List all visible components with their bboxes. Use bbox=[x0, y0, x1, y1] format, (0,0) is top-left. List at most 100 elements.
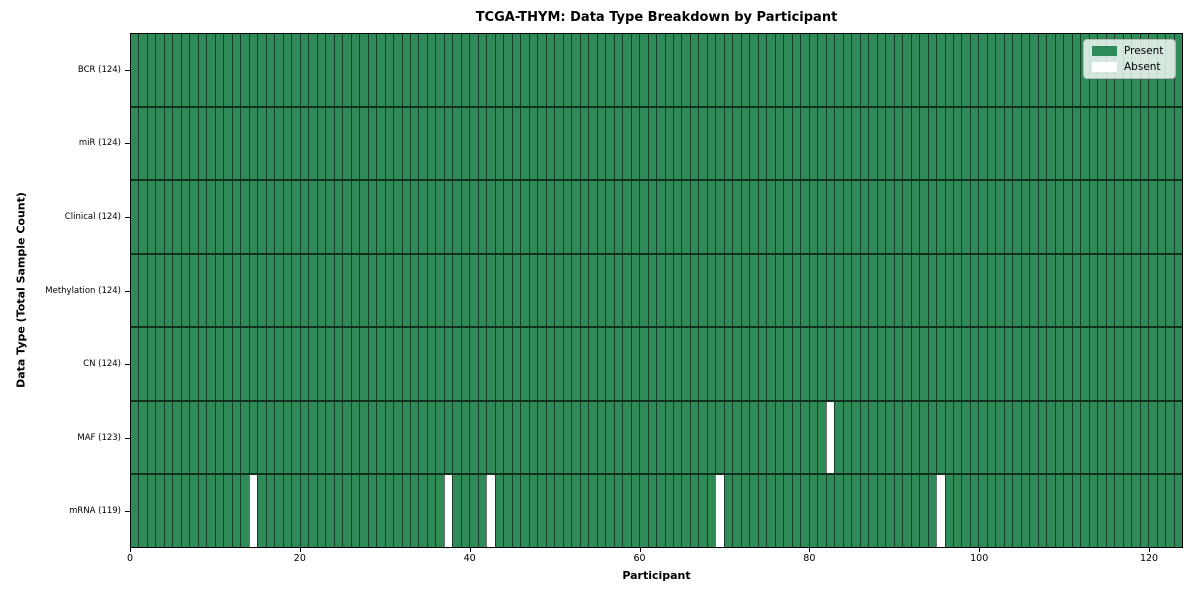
heatmap-cell-present bbox=[333, 107, 343, 180]
heatmap-cell-present bbox=[1173, 401, 1183, 474]
heatmap-cell-present bbox=[859, 475, 869, 548]
heatmap-cell-present bbox=[163, 34, 173, 106]
heatmap-cell-present bbox=[969, 107, 979, 180]
heatmap-cell-present bbox=[189, 181, 198, 253]
heatmap-cell-present bbox=[681, 401, 690, 474]
heatmap-cell-present bbox=[681, 107, 690, 180]
heatmap-cell-present bbox=[1003, 181, 1013, 253]
heatmap-cell-present bbox=[333, 34, 343, 106]
heatmap-cell-present bbox=[520, 475, 529, 548]
heatmap-cell-present bbox=[172, 328, 181, 400]
heatmap-cell-present bbox=[163, 107, 173, 180]
legend-swatch-present bbox=[1092, 46, 1117, 57]
heatmap-cell-present bbox=[571, 254, 580, 327]
heatmap-cell-present bbox=[1139, 181, 1149, 253]
heatmap-cell-present bbox=[808, 181, 818, 253]
heatmap-cell-present bbox=[1012, 254, 1021, 327]
heatmap-cell-present bbox=[206, 475, 215, 548]
heatmap-cell-present bbox=[223, 107, 232, 180]
heatmap-cell-present bbox=[248, 181, 258, 253]
heatmap-cell-present bbox=[376, 181, 385, 253]
heatmap-cell-present bbox=[859, 401, 869, 474]
heatmap-cell-present bbox=[274, 107, 283, 180]
heatmap-cell-present bbox=[842, 107, 852, 180]
heatmap-cell-present bbox=[605, 34, 614, 106]
heatmap-cell-present bbox=[163, 328, 173, 400]
heatmap-cell-present bbox=[630, 475, 640, 548]
heatmap-cell-present bbox=[817, 34, 826, 106]
heatmap-cell-present bbox=[774, 181, 784, 253]
heatmap-cell-present bbox=[231, 254, 241, 327]
heatmap-cell-present bbox=[384, 181, 394, 253]
heatmap-cell-present bbox=[1080, 254, 1089, 327]
heatmap-cell-present bbox=[1156, 107, 1166, 180]
heatmap-cell-present bbox=[1097, 401, 1106, 474]
heatmap-cell-present bbox=[1148, 107, 1157, 180]
heatmap-cell-present bbox=[197, 328, 207, 400]
heatmap-cell-present bbox=[503, 34, 512, 106]
heatmap-cell-present bbox=[647, 34, 657, 106]
heatmap-cell-present bbox=[656, 181, 665, 253]
heatmap-row-Clinical bbox=[131, 181, 1183, 255]
heatmap-cell-present bbox=[197, 107, 207, 180]
heatmap-cell-present bbox=[138, 107, 147, 180]
heatmap-cell-present bbox=[986, 401, 996, 474]
heatmap-cell-present bbox=[1080, 181, 1089, 253]
heatmap-cell-present bbox=[384, 107, 394, 180]
heatmap-cell-present bbox=[723, 401, 733, 474]
heatmap-cell-present bbox=[359, 475, 368, 548]
heatmap-cell-present bbox=[265, 34, 275, 106]
heatmap-cell-present bbox=[460, 181, 470, 253]
heatmap-cell-present bbox=[927, 328, 937, 400]
heatmap-cell-present bbox=[740, 107, 750, 180]
heatmap-cell-present bbox=[1097, 181, 1106, 253]
heatmap-cell-present bbox=[885, 254, 894, 327]
heatmap-cell-present bbox=[325, 254, 334, 327]
heatmap-cell-present bbox=[1088, 475, 1098, 548]
heatmap-cell-present bbox=[605, 181, 614, 253]
heatmap-cell-present bbox=[919, 401, 928, 474]
heatmap-cell-present bbox=[732, 328, 741, 400]
heatmap-cell-present bbox=[791, 475, 801, 548]
heatmap-cell-present bbox=[715, 34, 724, 106]
heatmap-cell-present bbox=[936, 107, 945, 180]
heatmap-cell-present bbox=[520, 254, 529, 327]
heatmap-cell-present bbox=[282, 401, 292, 474]
heatmap-cell-present bbox=[910, 254, 920, 327]
heatmap-cell-present bbox=[961, 328, 970, 400]
heatmap-cell-present bbox=[1054, 107, 1064, 180]
heatmap-cell-present bbox=[231, 181, 241, 253]
heatmap-cell-present bbox=[333, 328, 343, 400]
heatmap-cell-present bbox=[800, 181, 809, 253]
heatmap-cell-present bbox=[1012, 34, 1021, 106]
heatmap-cell-present bbox=[384, 328, 394, 400]
heatmap-cell-present bbox=[282, 475, 292, 548]
heatmap-cell-present bbox=[469, 34, 478, 106]
y-tick-label: MAF (123) bbox=[77, 432, 121, 443]
heatmap-cell-present bbox=[791, 328, 801, 400]
heatmap-cell-present bbox=[282, 254, 292, 327]
heatmap-cell-present bbox=[944, 181, 953, 253]
heatmap-cell-present bbox=[316, 254, 326, 327]
heatmap-cell-present bbox=[969, 181, 979, 253]
heatmap-cell-present bbox=[859, 181, 869, 253]
heatmap-cell-present bbox=[376, 401, 385, 474]
heatmap-cell-present bbox=[1148, 401, 1157, 474]
heatmap-cell-present bbox=[443, 254, 453, 327]
heatmap-cell-present bbox=[426, 34, 436, 106]
heatmap-cell-present bbox=[1165, 475, 1174, 548]
heatmap-cell-present bbox=[401, 401, 410, 474]
heatmap-cell-present bbox=[817, 475, 826, 548]
heatmap-cell-present bbox=[393, 34, 402, 106]
heatmap-cell-present bbox=[1020, 181, 1030, 253]
heatmap-cell-present bbox=[274, 328, 283, 400]
heatmap-cell-present bbox=[367, 401, 377, 474]
heatmap-cell-present bbox=[545, 34, 555, 106]
heatmap-cell-present bbox=[1020, 328, 1030, 400]
heatmap-cell-present bbox=[842, 34, 852, 106]
heatmap-cell-present bbox=[936, 34, 945, 106]
heatmap-cell-present bbox=[681, 328, 690, 400]
heatmap-cell-present bbox=[1097, 328, 1106, 400]
heatmap-cell-present bbox=[808, 107, 818, 180]
heatmap-cell-present bbox=[613, 107, 623, 180]
